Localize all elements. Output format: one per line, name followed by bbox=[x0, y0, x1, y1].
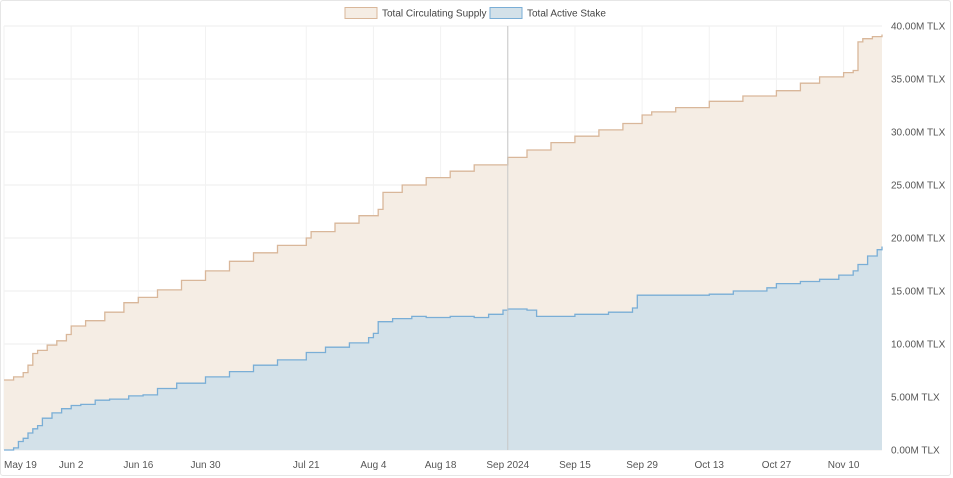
y-tick-label: 5.00M TLX bbox=[891, 393, 940, 404]
x-tick-label: Aug 4 bbox=[360, 460, 387, 471]
x-tick-label: Sep 29 bbox=[626, 460, 658, 471]
y-tick-label: 15.00M TLX bbox=[891, 287, 946, 298]
y-tick-label: 10.00M TLX bbox=[891, 340, 946, 351]
y-tick-label: 35.00M TLX bbox=[891, 75, 946, 86]
legend-swatch bbox=[344, 7, 378, 19]
y-tick-label: 25.00M TLX bbox=[891, 181, 946, 192]
y-tick-label: 20.00M TLX bbox=[891, 234, 946, 245]
legend: Total Circulating Supply Total Active Sta… bbox=[344, 7, 606, 20]
series-line-total-circulating-supply[interactable] bbox=[4, 34, 883, 381]
legend-item[interactable]: Total Active Stake bbox=[489, 7, 606, 20]
x-tick-label: Oct 27 bbox=[762, 460, 792, 471]
x-tick-label: Aug 18 bbox=[425, 460, 457, 471]
y-tick-label: 0.00M TLX bbox=[891, 446, 940, 457]
x-tick-label: Jun 16 bbox=[123, 460, 153, 471]
series-line-total-active-stake[interactable] bbox=[4, 246, 883, 451]
x-tick-label: Sep 15 bbox=[559, 460, 591, 471]
y-tick-label: 40.00M TLX bbox=[891, 22, 946, 33]
legend-swatch bbox=[489, 7, 523, 19]
x-tick-label: Jun 30 bbox=[190, 460, 220, 471]
series-area-total-active-stake[interactable] bbox=[4, 246, 882, 451]
y-axis-ticks: 0.00M TLX 5.00M TLX 10.00M TLX 15.00M TLX 20… bbox=[891, 22, 946, 457]
x-tick-label: Nov 10 bbox=[828, 460, 860, 471]
legend-label: Total Circulating Supply bbox=[382, 9, 487, 20]
x-tick-label: Jul 21 bbox=[293, 460, 320, 471]
legend-label: Total Active Stake bbox=[527, 9, 606, 20]
x-axis-ticks: May 19 Jun 2 Jun 16 Jun 30 Jul 21 Aug 4 Aug 18… bbox=[4, 460, 860, 471]
x-tick-label: May 19 bbox=[4, 460, 37, 471]
legend-item[interactable]: Total Circulating Supply bbox=[344, 7, 487, 20]
y-tick-label: 30.00M TLX bbox=[891, 128, 946, 139]
x-tick-label: Jun 2 bbox=[59, 460, 84, 471]
x-tick-label: Sep 2024 bbox=[486, 460, 529, 471]
series-areas bbox=[4, 34, 883, 451]
x-tick-label: Oct 13 bbox=[695, 460, 725, 471]
